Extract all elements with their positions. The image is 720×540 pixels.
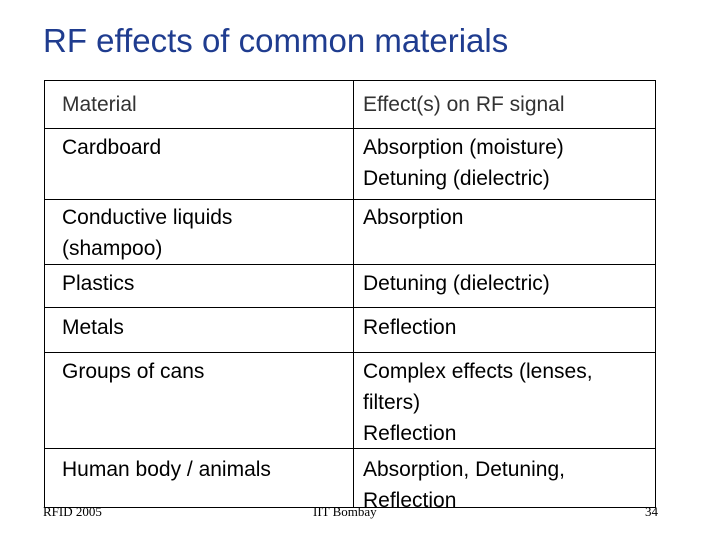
material-text: (shampoo)	[62, 237, 163, 260]
row-divider	[45, 307, 655, 308]
material-text: Human body / animals	[62, 458, 271, 481]
column-divider	[353, 81, 354, 507]
effects-cell: Reflection	[363, 312, 456, 343]
effects-cell: Complex effects (lenses, filters) Reflec…	[363, 356, 593, 449]
material-cell: Human body / animals	[62, 454, 271, 485]
row-divider	[45, 199, 655, 200]
row-divider	[45, 448, 655, 449]
row-divider	[45, 352, 655, 353]
effects-cell: Absorption, Detuning, Reflection	[363, 454, 565, 516]
effect-text: Detuning (dielectric)	[363, 272, 550, 295]
material-text: Cardboard	[62, 136, 162, 159]
header-text: Effect(s) on RF signal	[363, 93, 565, 116]
header-effects: Effect(s) on RF signal	[363, 89, 565, 120]
material-text: Conductive liquids	[62, 206, 233, 229]
effect-text: Reflection	[363, 316, 457, 339]
effects-cell: Absorption	[363, 202, 463, 233]
material-cell: Conductive liquids (shampoo)	[62, 202, 232, 264]
effect-text: Complex effects (lenses,	[363, 360, 593, 383]
material-cell: Groups of cans	[62, 356, 204, 387]
material-text: Plastics	[62, 272, 135, 295]
row-divider	[45, 264, 655, 265]
material-text: Metals	[62, 316, 124, 339]
effect-text: Absorption, Detuning,	[363, 458, 565, 481]
effect-text: Detuning (dielectric)	[363, 167, 550, 190]
material-cell: Plastics	[62, 268, 134, 299]
effect-text: Reflection	[363, 489, 457, 512]
header-text: Material	[62, 93, 137, 116]
effect-text: Absorption (moisture)	[363, 136, 564, 159]
footer-center: IIT Bombay	[313, 504, 377, 519]
effects-cell: Detuning (dielectric)	[363, 268, 550, 299]
materials-table: Material Effect(s) on RF signal Cardboar…	[44, 80, 656, 512]
page-number: 34	[645, 504, 658, 519]
material-text: Groups of cans	[62, 360, 205, 383]
effect-text: Reflection	[363, 422, 457, 445]
slide-title: RF effects of common materials	[43, 22, 509, 59]
effect-text: filters)	[363, 391, 421, 414]
header-material: Material	[62, 89, 137, 120]
row-divider	[45, 128, 655, 129]
footer-left: RFID 2005	[43, 504, 102, 519]
material-cell: Cardboard	[62, 132, 161, 163]
effects-cell: Absorption (moisture) Detuning (dielectr…	[363, 132, 564, 194]
material-cell: Metals	[62, 312, 124, 343]
effect-text: Absorption	[363, 206, 464, 229]
